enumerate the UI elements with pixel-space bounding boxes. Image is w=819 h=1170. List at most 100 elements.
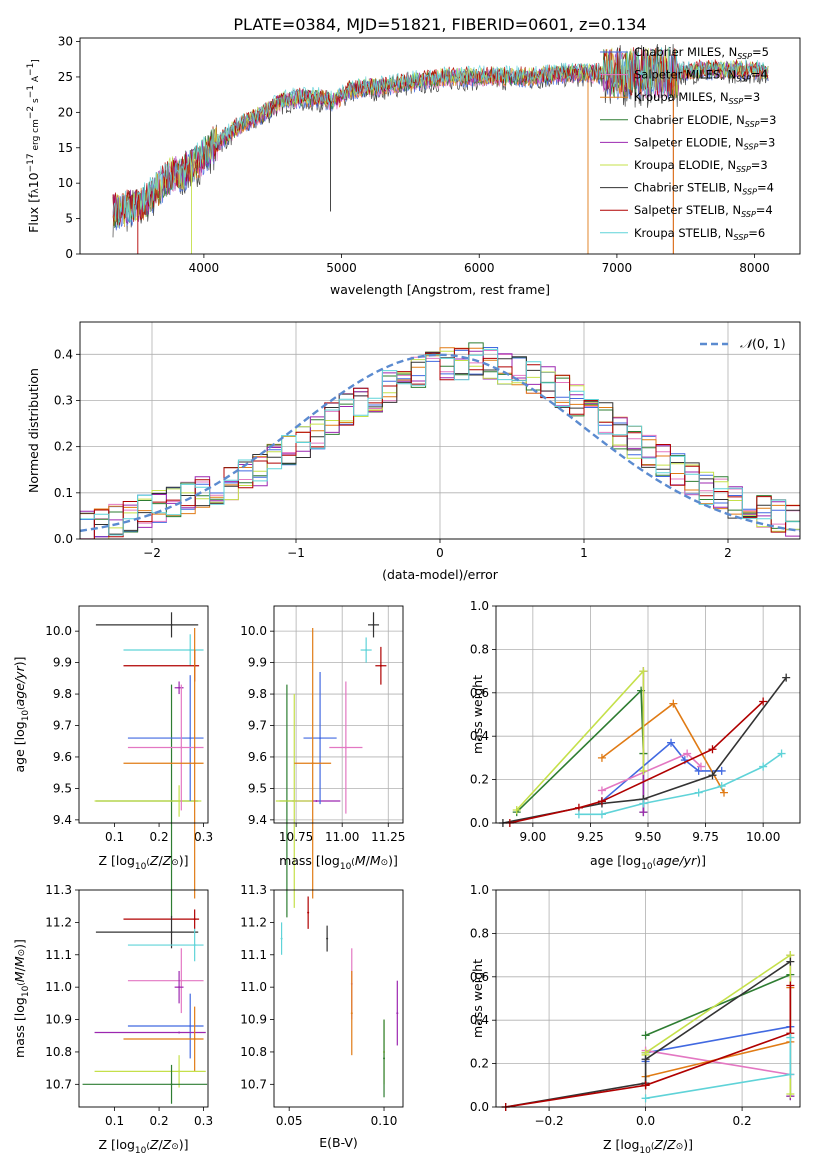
y-tick-label: 11.1 (45, 948, 72, 962)
y-tick-label: 9.7 (248, 719, 267, 733)
legend-label: Kroupa STELIB, NSSP=6 (634, 226, 765, 242)
y-tick-label: 0.6 (470, 686, 489, 700)
y-tick-label: 20 (58, 105, 73, 119)
data-point (178, 799, 181, 802)
y-tick-label: 9.5 (248, 781, 267, 795)
x-tick-label: 5000 (326, 261, 357, 275)
y-tick-label: 0.2 (470, 1057, 489, 1071)
weight-marker (639, 766, 648, 775)
weight-marker (641, 1094, 650, 1103)
legend-label: Chabrier ELODIE, NSSP=3 (634, 113, 776, 129)
data-point (170, 931, 173, 934)
weight-marker (777, 749, 786, 758)
residual-histogram-panel: −2 −1 0 1 2 0.0 0.1 0.2 0.3 0.4 𝒩(0, 1) (data-model… (26, 321, 801, 582)
y-tick-label: 10.0 (240, 624, 267, 638)
y-tick-label: 9.7 (53, 719, 72, 733)
weight-marker (667, 738, 676, 747)
y-tick-label: 0.6 (470, 970, 489, 984)
y-tick-label: 9.6 (53, 750, 72, 764)
x-tick-label: 0 (436, 546, 444, 560)
data-point (326, 937, 329, 940)
y-tick-label: 15 (58, 141, 73, 155)
x-tick-label: 0.3 (194, 1114, 213, 1128)
weight-line (516, 688, 645, 813)
legend-label: Chabrier STELIB, NSSP=4 (634, 181, 774, 197)
data-point (180, 979, 183, 982)
mass-vs-ebv-panel: 0.05 0.10 10.7 10.8 10.9 11.0 11.1 11.2 11.3 E(B-… (240, 883, 404, 1150)
x-tick-label: 10.75 (279, 830, 313, 844)
weight-marker (696, 762, 705, 771)
y-axis-label: Normed distribution (26, 368, 41, 493)
weight-marker (694, 788, 703, 797)
weight-marker (639, 799, 648, 808)
y-tick-label: 10.0 (45, 624, 72, 638)
axes-frame (273, 605, 404, 824)
y-axis-label: mass weight (470, 675, 485, 754)
x-axis-label: Z [log10(Z/Z⊙)] (98, 1137, 188, 1156)
weight-marker (641, 1081, 650, 1090)
x-tick-label: 9.50 (635, 830, 662, 844)
weight-marker (639, 667, 648, 676)
weight-marker (574, 810, 583, 819)
legend-label: Kroupa ELODIE, NSSP=3 (634, 158, 768, 174)
gaussian-curve (80, 353, 800, 533)
x-axis-label: (data-model)/error (382, 567, 499, 582)
weight-line (505, 960, 791, 1108)
y-tick-label: 11.3 (45, 883, 72, 897)
x-tick-label: 2 (724, 546, 732, 560)
x-tick-label: 1 (580, 546, 588, 560)
histograms (80, 342, 800, 539)
x-tick-label: 9.25 (577, 830, 604, 844)
weight-line (502, 677, 787, 824)
x-axis-label: E(B-V) (319, 1135, 358, 1150)
y-tick-label: 30 (58, 35, 73, 49)
y-tick-label: 5 (65, 212, 73, 226)
y-tick-label: 11.2 (240, 915, 267, 929)
x-tick-label: 8000 (739, 261, 770, 275)
y-tick-label: 0.8 (470, 926, 489, 940)
weight-line (578, 752, 783, 816)
weight-marker (641, 1031, 650, 1040)
weight-marker (786, 1070, 795, 1079)
weight-marker (717, 766, 726, 775)
y-tick-label: 11.2 (45, 915, 72, 929)
x-tick-label: 9.00 (519, 830, 546, 844)
y-tick-label: 9.8 (248, 687, 267, 701)
y-tick-label: 10.9 (240, 1013, 267, 1027)
data-point (189, 737, 192, 740)
y-tick-label: 10.8 (45, 1045, 72, 1059)
data-point (396, 1012, 399, 1015)
data-point (319, 737, 322, 740)
x-axis-label: Z [log10(Z/Z⊙)] (603, 1137, 693, 1156)
data-point (372, 623, 375, 626)
x-tick-label: 0.1 (105, 1114, 124, 1128)
weight-marker (759, 762, 768, 771)
data-point (293, 799, 296, 802)
data-point (178, 686, 181, 689)
data-point (344, 746, 347, 749)
y-tick-label: 9.5 (53, 781, 72, 795)
age-vs-z-panel: 0.1 0.2 0.3 9.4 9.5 9.6 9.7 9.8 9.9 10.0 Z [log10(… (12, 605, 213, 918)
weight-marker (786, 1089, 795, 1098)
y-tick-label: 0.1 (54, 486, 73, 500)
weight-marker (512, 805, 521, 814)
age-vs-mass-panel: 10.75 11.00 11.25 9.4 9.5 9.6 9.7 9.8 9.9 10.0 mas… (240, 605, 405, 918)
legend-label: Salpeter ELODIE, NSSP=3 (634, 135, 775, 151)
y-axis-label: mass [log10(M/M⊙)] (12, 939, 31, 1058)
x-tick-label: 0.2 (150, 830, 169, 844)
y-tick-label: 10 (58, 176, 73, 190)
legend-label: 𝒩(0, 1) (740, 336, 786, 351)
weight-vs-z-panel: −0.2 0.0 0.2 0.0 0.2 0.4 0.6 0.8 1.0 Z [log10(Z/Z… (470, 883, 801, 1156)
legend-label: Kroupa MILES, NSSP=3 (634, 90, 760, 106)
data-point (170, 623, 173, 626)
weight-marker (759, 697, 768, 706)
data-point (193, 944, 196, 947)
x-axis-label: Z [log10(Z/Z⊙)] (98, 853, 188, 872)
y-axis-label: age [log10(age/yr)] (12, 657, 31, 773)
axes-frame (495, 605, 801, 824)
weight-marker (717, 782, 726, 791)
x-tick-label: 0.1 (105, 830, 124, 844)
y-tick-label: 25 (58, 70, 73, 84)
histogram-step (80, 350, 800, 539)
